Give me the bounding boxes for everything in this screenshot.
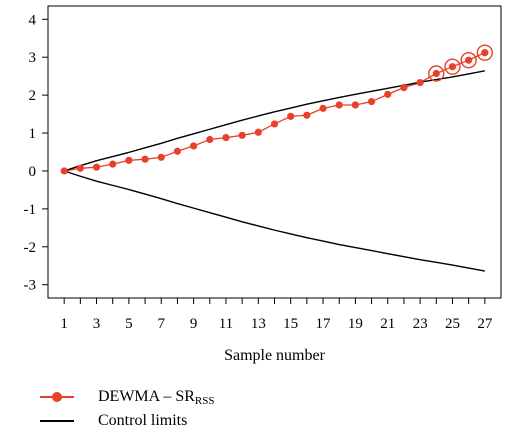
control-limit-lower-line: [63, 170, 485, 272]
x-tick-label: 19: [348, 316, 363, 332]
data-point: [254, 128, 262, 136]
x-tick-label: 21: [380, 316, 395, 332]
x-tick-label: 27: [477, 316, 493, 332]
data-point: [416, 79, 424, 87]
y-tick-label: 1: [29, 126, 37, 142]
x-tick-label: 15: [283, 316, 298, 332]
x-tick-label: 17: [316, 316, 332, 332]
y-tick-label: -1: [24, 202, 37, 218]
y-tick-label: 4: [29, 12, 37, 28]
legend-item-control-limits: Control limits: [40, 410, 187, 432]
out-of-control-marker: [476, 44, 494, 61]
data-point: [384, 90, 392, 98]
legend-label-control-limits: Control limits: [98, 412, 188, 429]
data-point: [481, 49, 489, 57]
data-point: [125, 156, 133, 164]
data-point: [287, 112, 295, 120]
data-point: [157, 153, 165, 161]
data-point: [109, 160, 117, 168]
x-tick-label: 1: [60, 316, 68, 332]
y-tick-label: 3: [29, 50, 37, 66]
data-point: [173, 147, 182, 155]
data-point: [141, 155, 149, 163]
legend-label-dewma-subscript: RSS: [194, 395, 215, 407]
data-point: [206, 135, 214, 144]
data-point: [92, 163, 101, 171]
control-limit-upper-line: [63, 70, 485, 172]
x-tick-label: 11: [219, 316, 233, 332]
x-tick-label: 13: [251, 316, 266, 332]
y-tick-label: -3: [24, 278, 37, 294]
x-tick-label: 25: [445, 316, 460, 332]
x-tick-label: 23: [413, 316, 428, 332]
y-tick-label: 0: [29, 164, 37, 180]
x-tick-label: 3: [93, 316, 101, 332]
x-tick-label: 5: [125, 316, 133, 332]
data-point: [60, 167, 68, 175]
legend-label-dewma: DEWMA – SR: [98, 388, 195, 405]
out-of-control-marker: [460, 52, 477, 69]
legend-item-dewma: DEWMA – SR RSS: [40, 386, 214, 408]
legend-swatch-dewma: [40, 389, 74, 405]
x-tick-label: 7: [158, 316, 166, 332]
legend-swatch-control-limits: [40, 413, 74, 429]
y-tick-label: -2: [24, 240, 37, 256]
data-point: [448, 63, 457, 71]
data-point: [367, 97, 376, 106]
data-point: [270, 120, 279, 128]
data-point: [303, 111, 311, 119]
marks-layer: [60, 44, 494, 175]
data-point: [190, 142, 198, 150]
data-point: [351, 101, 359, 109]
x-tick-label: 9: [190, 316, 198, 332]
out-of-control-marker: [444, 58, 461, 75]
x-axis-title: Sample number: [224, 347, 326, 364]
data-point: [222, 133, 230, 142]
data-point: [432, 69, 440, 78]
data-point: [335, 101, 343, 109]
data-point: [76, 164, 84, 172]
data-point: [400, 83, 408, 92]
data-point: [319, 104, 327, 112]
data-point: [238, 131, 246, 139]
y-tick-label: 2: [29, 88, 37, 104]
out-of-control-marker: [428, 65, 445, 82]
plot-frame: [47, 5, 502, 299]
legend: DEWMA – SR RSS Control limits: [40, 384, 340, 432]
data-point: [465, 56, 473, 64]
